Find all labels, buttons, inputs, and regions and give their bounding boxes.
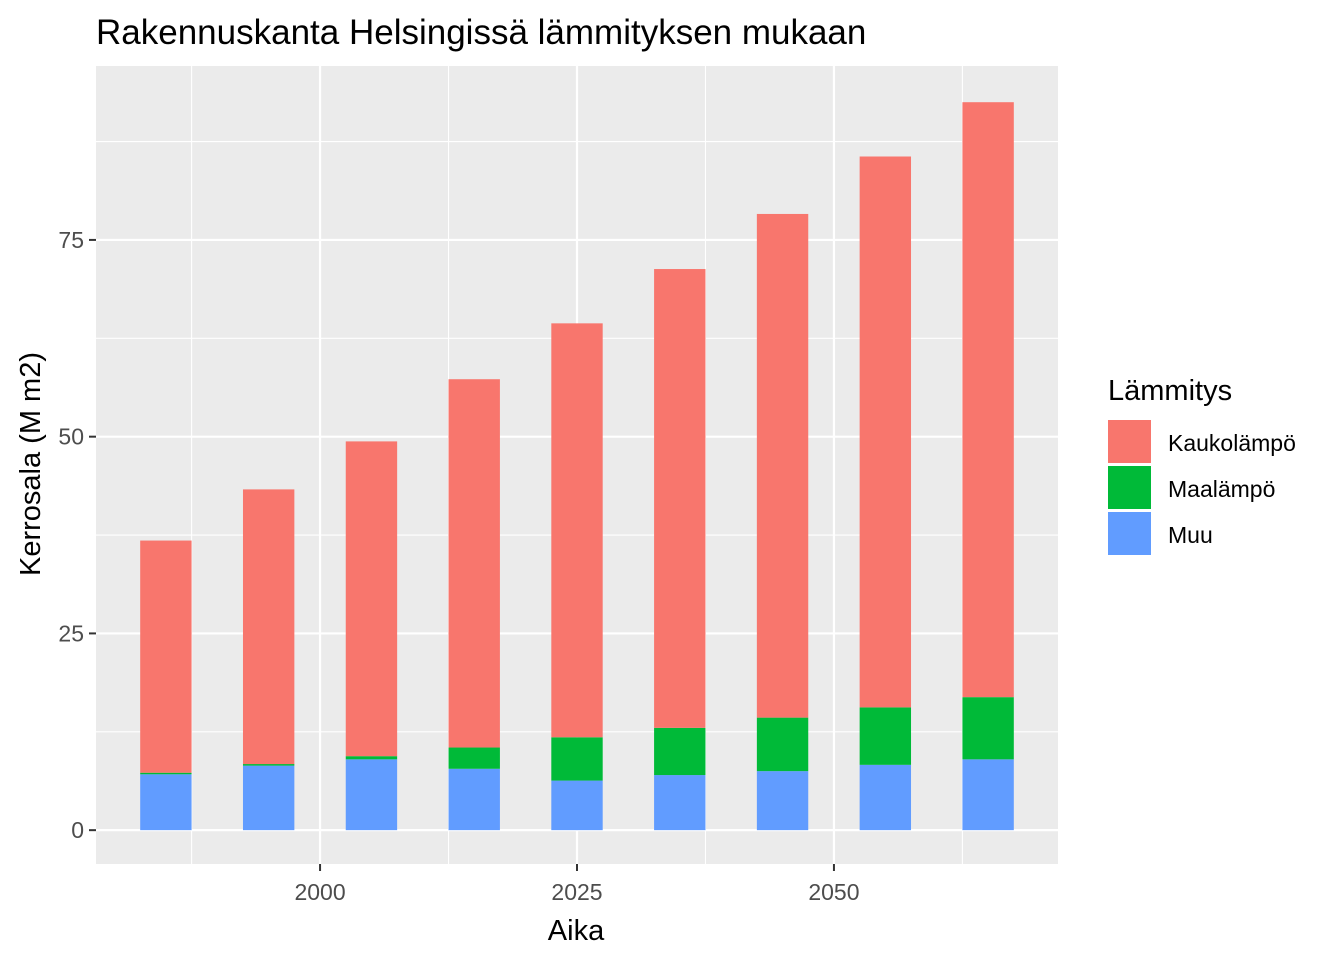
bar-stacks (140, 102, 1014, 831)
y-tick-label: 25 (58, 620, 84, 646)
bar-muu-1985 (140, 774, 192, 831)
bar-muu-1995 (242, 765, 295, 831)
bar-maalampo-2035 (654, 727, 706, 776)
y-tick-label: 75 (58, 227, 84, 253)
y-tick-label: 0 (71, 817, 84, 843)
legend-swatch (1108, 512, 1151, 555)
bar-maalampo-1985 (140, 772, 192, 775)
x-tick-label: 2050 (808, 879, 859, 905)
bar-maalampo-1995 (242, 764, 295, 766)
y-axis: 0 25 50 75 (58, 227, 96, 843)
legend-swatch (1108, 466, 1151, 509)
bar-kaukolampo-2025 (551, 323, 603, 738)
bar-muu-2035 (654, 775, 706, 831)
bar-maalampo-2005 (345, 756, 398, 760)
bar-kaukolampo-2065 (962, 102, 1014, 698)
bar-muu-2055 (859, 764, 912, 831)
bar-maalampo-2045 (756, 717, 809, 772)
x-tick-label: 2025 (551, 879, 602, 905)
legend-title: Lämmitys (1108, 375, 1232, 407)
bar-kaukolampo-1995 (242, 489, 295, 765)
bar-muu-2025 (551, 780, 603, 831)
x-tick-label: 2000 (294, 879, 345, 905)
bar-maalampo-2025 (551, 737, 603, 781)
bar-maalampo-2015 (448, 747, 500, 769)
bar-kaukolampo-2005 (345, 441, 398, 757)
legend-swatch (1108, 420, 1151, 463)
bar-muu-2005 (345, 759, 398, 831)
bar-maalampo-2065 (962, 697, 1014, 760)
bar-muu-2065 (962, 759, 1014, 831)
y-axis-title: Kerrosala (M m2) (15, 352, 47, 576)
bar-kaukolampo-2035 (654, 269, 706, 728)
bar-kaukolampo-2045 (756, 213, 809, 718)
bar-muu-2015 (448, 768, 500, 831)
bar-kaukolampo-2015 (448, 379, 500, 748)
legend-label: Maalämpö (1168, 476, 1275, 502)
x-axis: 2000 2025 2050 (294, 864, 860, 905)
x-axis-title: Aika (548, 915, 605, 947)
legend-label: Muu (1168, 522, 1213, 548)
chart-title: Rakennuskanta Helsingissä lämmityksen mu… (96, 13, 866, 52)
y-tick-label: 50 (58, 424, 84, 450)
legend: Lämmitys Kaukolämpö Maalämpö Muu (1108, 375, 1296, 555)
legend-label: Kaukolämpö (1168, 430, 1296, 456)
bar-maalampo-2055 (859, 707, 912, 765)
bar-muu-2045 (756, 771, 809, 831)
bar-kaukolampo-2055 (859, 156, 912, 708)
bar-kaukolampo-1985 (140, 540, 192, 773)
